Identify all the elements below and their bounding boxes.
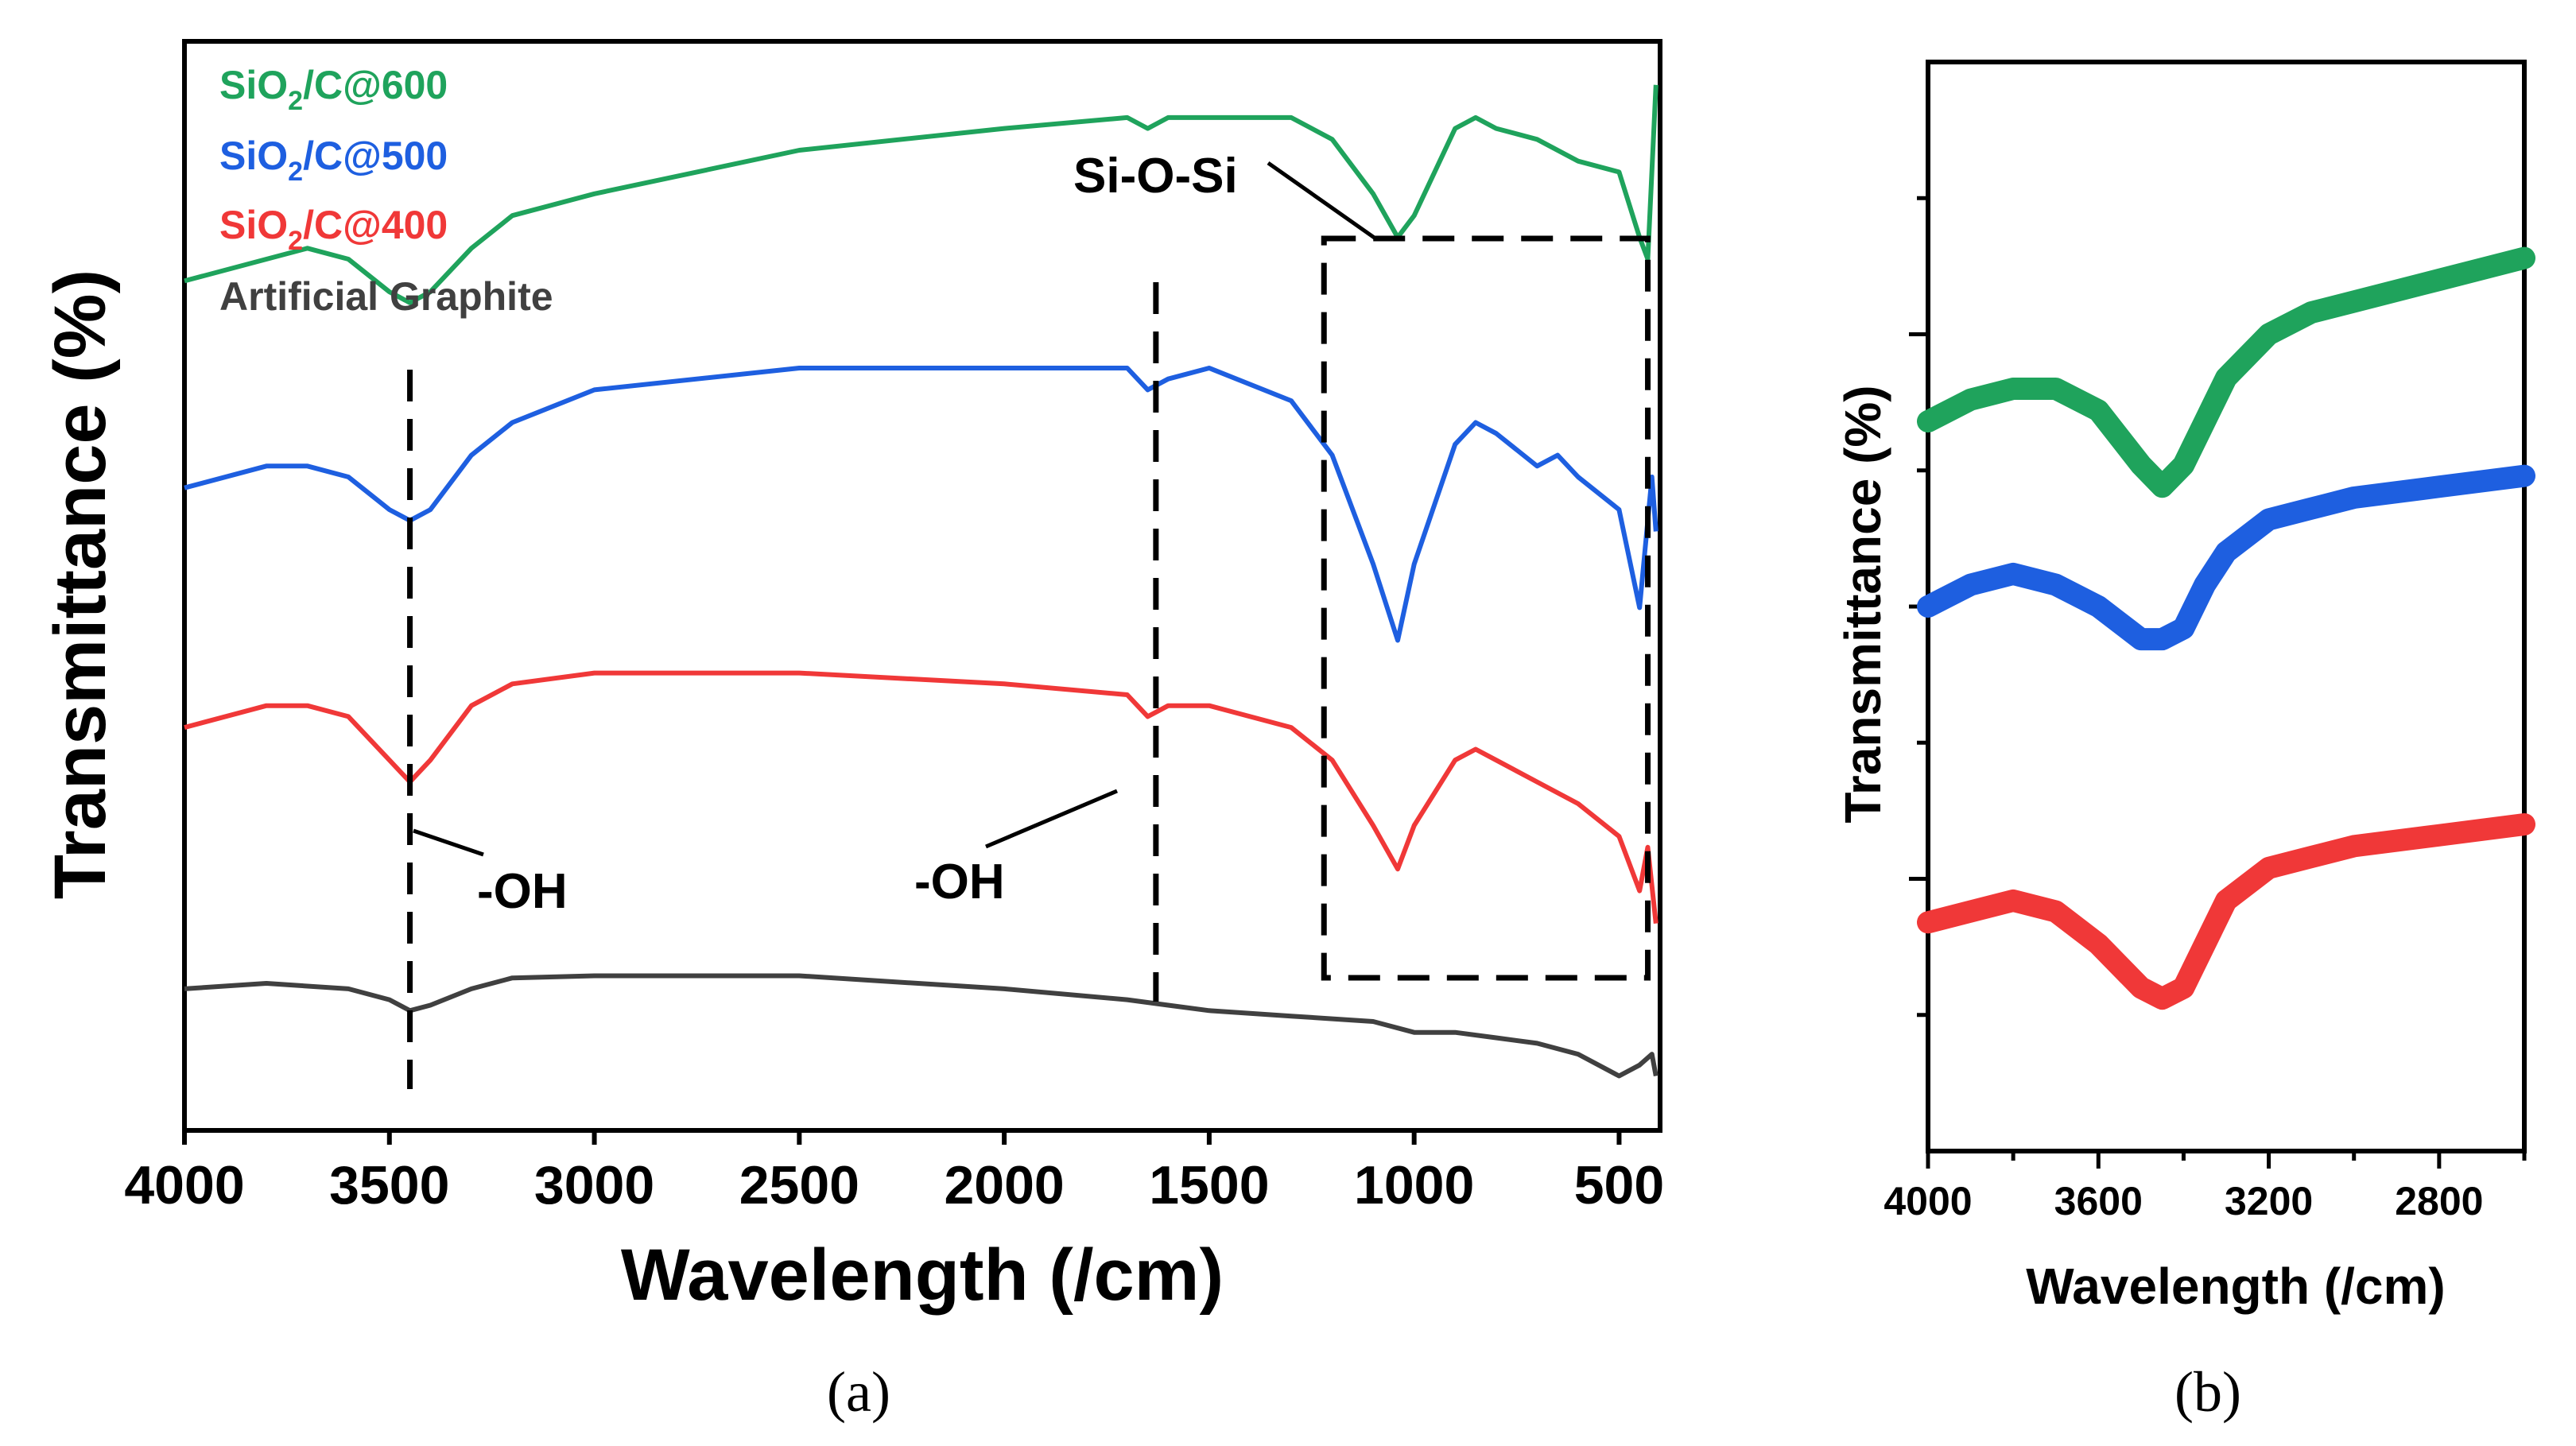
panel-b: 4000 3600 3200 2800 Wavelength (/cm) Transm… — [1834, 60, 2535, 1424]
panel-a-series-line-2 — [184, 670, 1658, 925]
legend-entry-500: SiO2/C@500 — [219, 134, 448, 187]
legend-entry-graphite: Artificial Graphite — [219, 274, 553, 319]
panel-b-x-tick-label: 2800 — [2395, 1179, 2483, 1223]
panel-a-x-tick-label: 1500 — [1149, 1155, 1269, 1215]
panel-b-y-axis-label: Transmittance (%) — [1834, 385, 1891, 823]
panel-b-series-line-0 — [1917, 246, 2535, 498]
panel-a-series-line-0 — [184, 84, 1658, 305]
oh-right-leader — [985, 789, 1118, 849]
panel-b-series — [1917, 246, 2535, 1010]
panel-a-x-tick-label: 500 — [1574, 1155, 1664, 1215]
sio-si-dashed-box — [1321, 235, 1651, 981]
panel-b-x-tick-label: 4000 — [1884, 1179, 1972, 1223]
panel-a: 4000 3500 3000 2500 2000 1500 1000 500 -OH -OH Si… — [40, 39, 1664, 1424]
sio-si-leader — [1267, 161, 1377, 241]
panel-b-series-line-1 — [1917, 464, 2535, 651]
panel-a-x-tick-label: 2500 — [739, 1155, 859, 1215]
panel-b-label: (b) — [2174, 1360, 2241, 1424]
panel-a-x-tick-label: 2000 — [944, 1155, 1064, 1215]
panel-a-frame — [182, 39, 1662, 1133]
panel-a-x-tick-label: 3000 — [534, 1155, 654, 1215]
legend-entry-400: SiO2/C@400 — [219, 203, 448, 256]
panel-a-y-axis-label: Transmittance (%) — [40, 269, 121, 899]
panel-a-x-tick-label: 1000 — [1354, 1155, 1474, 1215]
panel-a-series-line-1 — [184, 366, 1658, 643]
panel-b-frame — [1926, 60, 2527, 1153]
panel-b-axes: 4000 3600 3200 2800 — [1884, 60, 2527, 1223]
panel-b-x-axis-label: Wavelength (/cm) — [2026, 1258, 2445, 1315]
oh-right-label: -OH — [914, 855, 1005, 909]
panel-b-x-tick-label: 3600 — [2054, 1179, 2143, 1223]
sio-si-label: Si-O-Si — [1073, 149, 1238, 204]
oh-left-label: -OH — [477, 864, 568, 919]
panel-b-x-tick-label: 3200 — [2225, 1179, 2313, 1223]
panel-a-x-tick-label: 4000 — [124, 1155, 244, 1215]
legend-entry-600: SiO2/C@600 — [219, 63, 448, 116]
panel-a-annotations: -OH -OH Si-O-Si — [407, 149, 1651, 1089]
panel-a-x-tick-label: 3500 — [329, 1155, 449, 1215]
panel-a-x-ticks: 4000 3500 3000 2500 2000 1500 1000 500 — [124, 1130, 1664, 1215]
oh-left-leader — [413, 828, 484, 857]
panel-a-series-line-3 — [184, 973, 1658, 1079]
legend: SiO2/C@600 SiO2/C@500 SiO2/C@400 Artific… — [219, 63, 553, 319]
panel-a-x-axis-label: Wavelength (/cm) — [621, 1235, 1224, 1316]
panel-a-label: (a) — [827, 1360, 890, 1424]
panel-b-series-line-2 — [1917, 813, 2535, 1010]
